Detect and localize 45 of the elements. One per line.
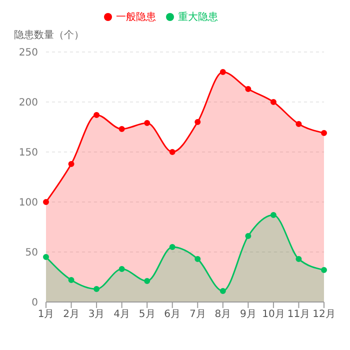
x-tick-label: 4月 [114,309,130,320]
x-tick-label: 1月 [38,309,54,320]
point [220,69,226,75]
point [321,130,327,136]
point [220,288,226,294]
point [118,266,125,272]
y-tick-label: 200 [18,98,38,109]
point [245,233,252,239]
point [68,277,74,283]
point [270,212,276,218]
point [321,267,327,273]
point [43,254,49,260]
y-tick-label: 150 [18,148,38,159]
point [270,99,276,105]
y-tick-label: 100 [18,198,38,209]
x-tick-label: 10月 [262,309,285,320]
point [118,126,125,132]
point [194,256,201,262]
point [296,121,302,127]
point [245,86,252,92]
point [144,120,150,126]
point [144,278,150,284]
y-tick-label: 250 [18,48,38,59]
legend-label: 重大隐患 [178,12,218,23]
point [68,161,74,167]
point [43,199,49,205]
point [169,244,176,250]
x-tick-label: 6月 [164,309,181,320]
point [169,149,176,155]
x-tick-label: 9月 [240,309,256,320]
x-tick-label: 7月 [189,309,206,320]
legend-label: 一般隐患 [116,12,156,23]
y-tick-label: 0 [32,298,38,309]
y-tick-label: 50 [25,248,38,259]
x-tick-label: 3月 [88,309,105,320]
x-tick-label: 2月 [63,309,80,320]
point [194,119,201,125]
x-tick-label: 8月 [214,309,232,320]
point [94,112,100,118]
point [296,256,302,262]
y-axis-title: 隐患数量（个） [14,29,84,41]
point [94,286,100,292]
x-tick-label: 5月 [138,309,156,320]
x-tick-label: 12月 [312,309,336,320]
x-tick-label: 11月 [287,309,310,320]
